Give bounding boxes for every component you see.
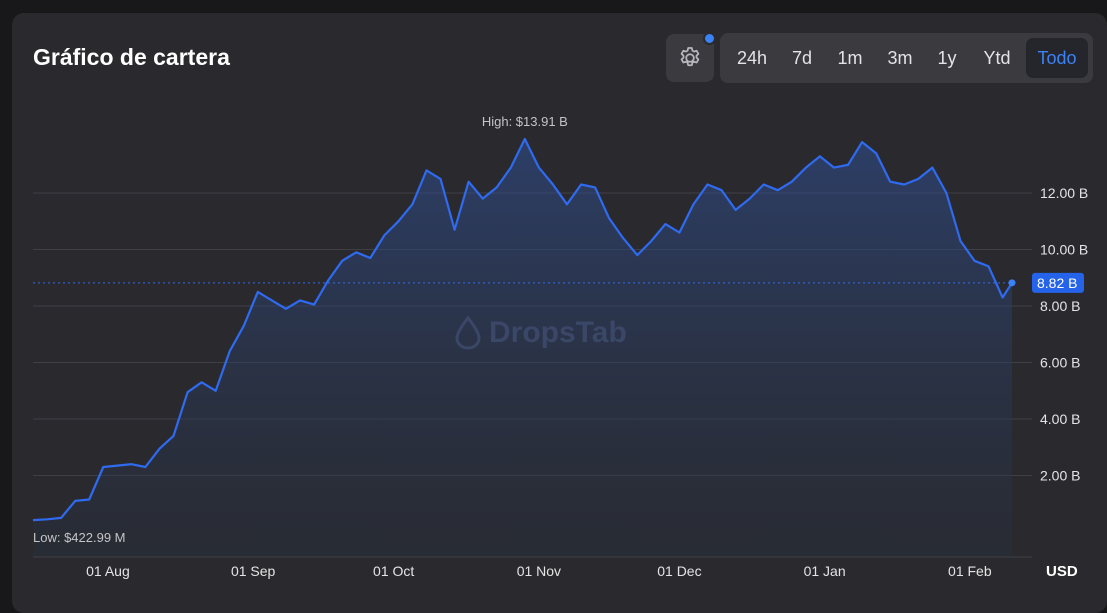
chart-settings-button[interactable]: [666, 32, 716, 82]
range-3m-button[interactable]: 3m: [887, 48, 913, 68]
portfolio-value-line: [32, 137, 1013, 522]
x-tick-label: 01 Dec: [657, 563, 701, 579]
x-tick-label: 01 Sep: [231, 563, 276, 579]
x-tick-label: 01 Feb: [948, 563, 992, 579]
y-tick-label: 2.00 B: [1040, 468, 1080, 484]
y-tick-label: 12.00 B: [1040, 185, 1088, 201]
current-value-dot: [1008, 279, 1016, 287]
portfolio-area-chart: DropsTab 8.82 B High: $13.91 B Low: $422…: [32, 114, 1088, 580]
range-7d-button[interactable]: 7d: [791, 48, 813, 68]
y-tick-label: 8.00 B: [1040, 298, 1080, 314]
range-1y-button[interactable]: 1y: [937, 48, 957, 68]
y-tick-label: 6.00 B: [1040, 355, 1080, 371]
time-range-selector: 24h 7d 1m 3m 1y Ytd Todo: [720, 33, 1093, 83]
gear-icon: [680, 47, 700, 67]
y-tick-label: 4.00 B: [1040, 411, 1080, 427]
y-tick-label: 10.00 B: [1040, 242, 1088, 258]
area-fill: [33, 139, 1012, 557]
range-ytd-button[interactable]: Ytd: [983, 48, 1011, 68]
range-24h-button[interactable]: 24h: [736, 48, 768, 68]
x-tick-label: 01 Oct: [373, 563, 414, 579]
x-tick-label: 01 Aug: [86, 563, 130, 579]
currency-label: USD: [1046, 563, 1078, 580]
current-value-badge: [1032, 272, 1084, 293]
current-value-label: 8.82 B: [1037, 275, 1077, 291]
high-label: High: $13.91 B: [482, 114, 568, 129]
x-tick-label: 01 Nov: [517, 563, 561, 579]
range-all-button[interactable]: Todo: [1026, 38, 1088, 78]
low-label: Low: $422.99 M: [33, 530, 126, 545]
watermark-text: DropsTab: [489, 316, 627, 349]
x-tick-label: 01 Jan: [804, 563, 846, 579]
settings-notification-dot: [703, 32, 716, 45]
range-1m-button[interactable]: 1m: [837, 48, 863, 68]
dropstab-watermark: DropsTab: [455, 315, 627, 350]
page-title: Gráfico de cartera: [33, 44, 230, 70]
